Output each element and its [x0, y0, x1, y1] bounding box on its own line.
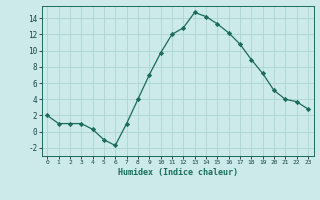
- X-axis label: Humidex (Indice chaleur): Humidex (Indice chaleur): [118, 168, 237, 177]
